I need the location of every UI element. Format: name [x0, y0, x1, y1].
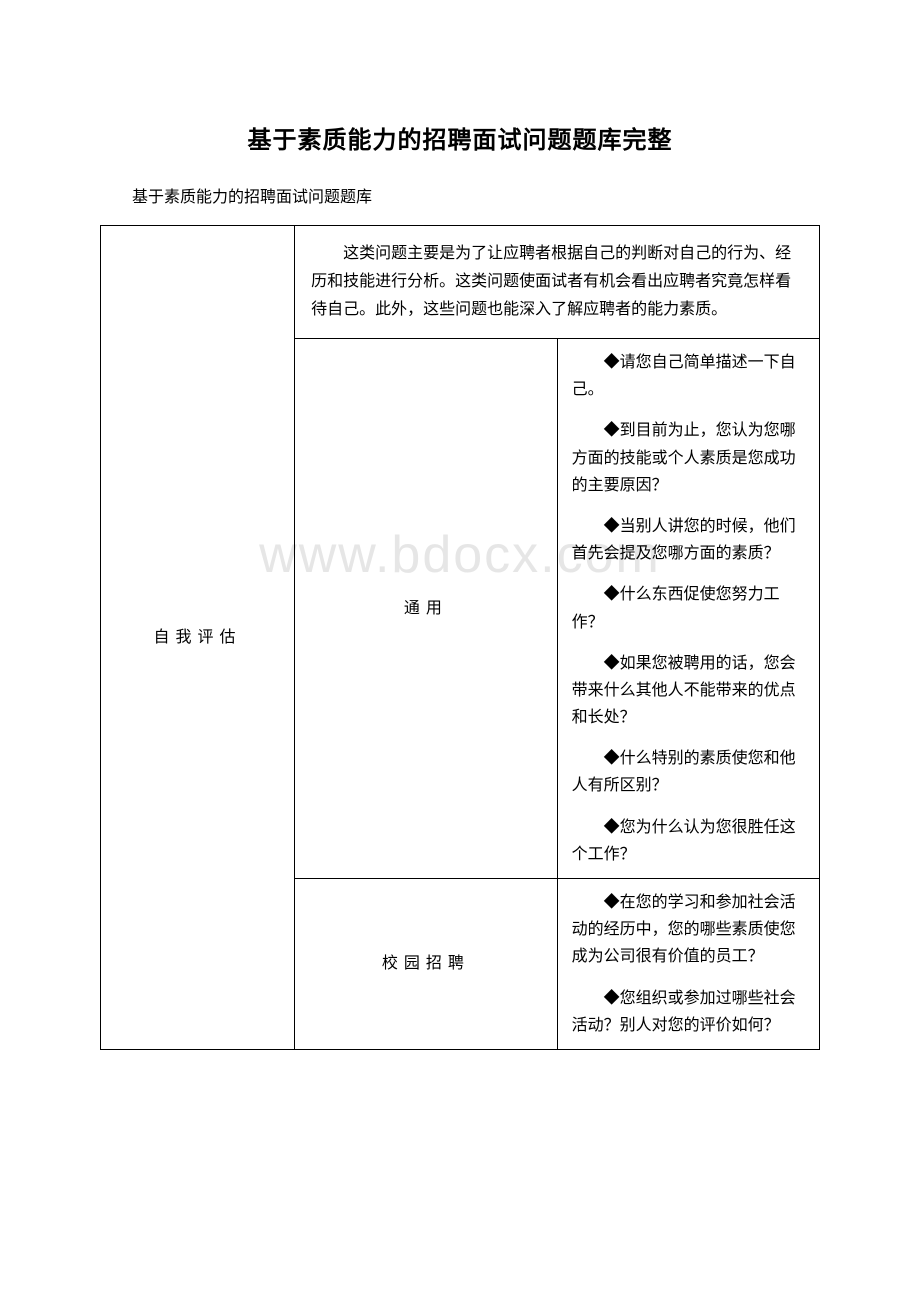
question-item: ◆当别人讲您的时候，他们首先会提及您哪方面的素质？ — [572, 513, 805, 567]
section-label-general: 通用 — [295, 339, 557, 879]
description-cell: 这类问题主要是为了让应聘者根据自己的判断对自己的行为、经历和技能进行分析。这类问… — [295, 226, 820, 339]
document-content: 基于素质能力的招聘面试问题题库完整 基于素质能力的招聘面试问题题库 自我评估 这… — [100, 120, 820, 1050]
question-item: ◆您组织或参加过哪些社会活动？别人对您的评价如何？ — [572, 985, 805, 1039]
description-text: 这类问题主要是为了让应聘者根据自己的判断对自己的行为、经历和技能进行分析。这类问… — [311, 240, 803, 324]
question-item: ◆如果您被聘用的话，您会带来什么其他人不能带来的优点和长处？ — [572, 650, 805, 732]
category-cell: 自我评估 — [101, 226, 295, 1050]
question-table: 自我评估 这类问题主要是为了让应聘者根据自己的判断对自己的行为、经历和技能进行分… — [100, 225, 820, 1050]
questions-general: ◆请您自己简单描述一下自己。 ◆到目前为止，您认为您哪方面的技能或个人素质是您成… — [557, 339, 819, 879]
question-item: ◆在您的学习和参加社会活动的经历中，您的哪些素质使您成为公司很有价值的员工？ — [572, 889, 805, 971]
question-item: ◆请您自己简单描述一下自己。 — [572, 349, 805, 403]
question-item: ◆什么东西促使您努力工作？ — [572, 581, 805, 635]
section-label-campus: 校园招聘 — [295, 879, 557, 1050]
page-title: 基于素质能力的招聘面试问题题库完整 — [100, 120, 820, 155]
question-item: ◆到目前为止，您认为您哪方面的技能或个人素质是您成功的主要原因？ — [572, 417, 805, 499]
page-subtitle: 基于素质能力的招聘面试问题题库 — [100, 183, 820, 207]
questions-campus: ◆在您的学习和参加社会活动的经历中，您的哪些素质使您成为公司很有价值的员工？ ◆… — [557, 879, 819, 1050]
question-item: ◆什么特别的素质使您和他人有所区别？ — [572, 745, 805, 799]
question-item: ◆您为什么认为您很胜任这个工作？ — [572, 814, 805, 868]
